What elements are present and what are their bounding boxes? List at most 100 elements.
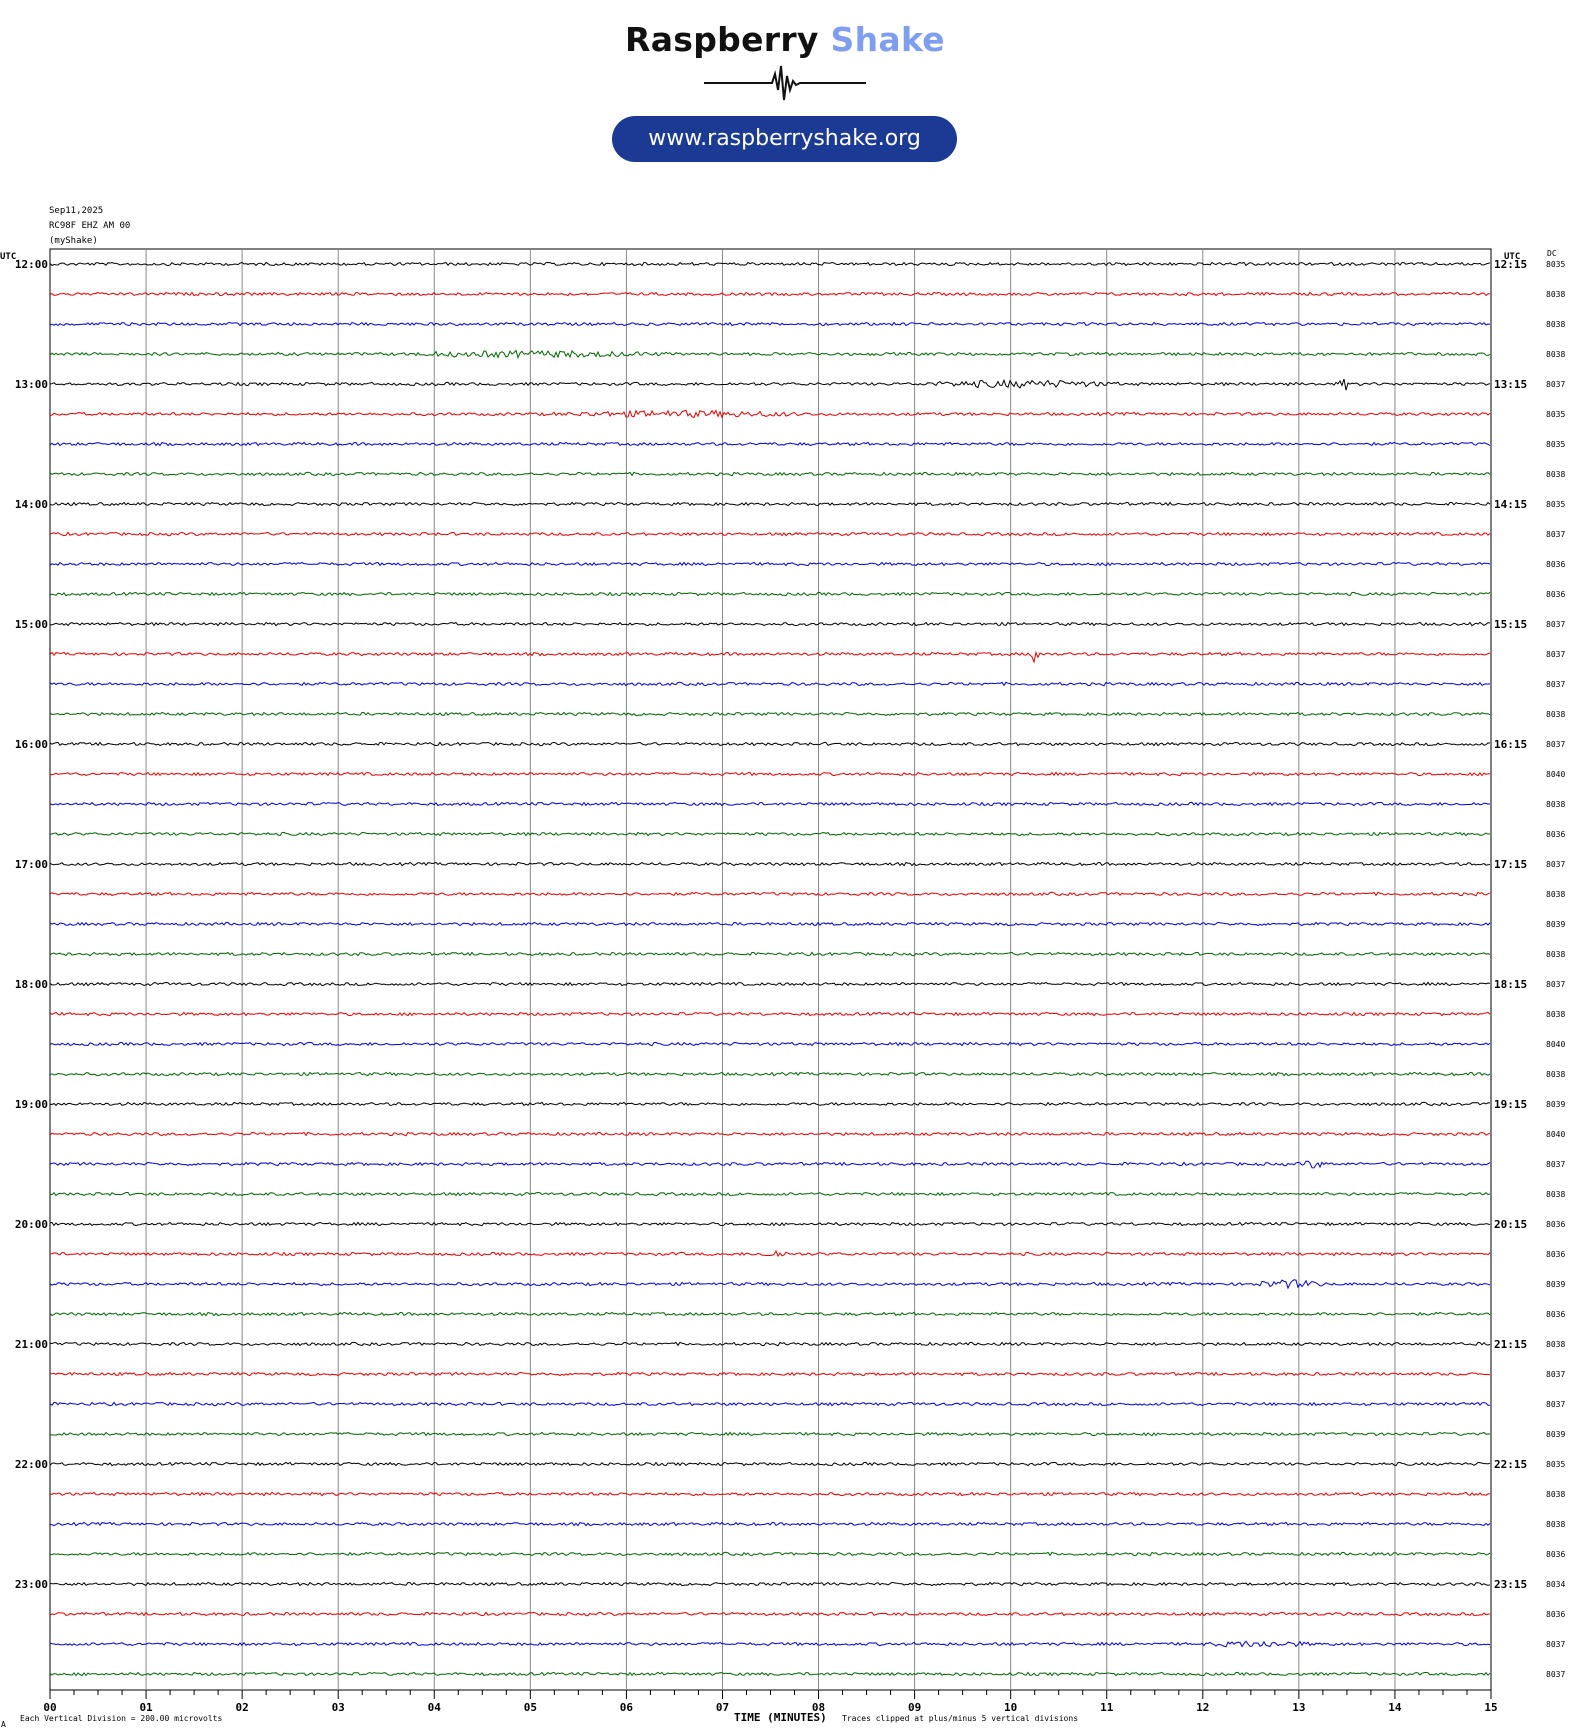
right-hour-label: 13:15 xyxy=(1494,378,1527,391)
dc-value: 8036 xyxy=(1546,1250,1565,1259)
left-hour-label: 18:00 xyxy=(15,978,48,991)
right-hour-label: 14:15 xyxy=(1494,498,1527,511)
seismogram-traces xyxy=(49,261,1491,1677)
trace-row-39 xyxy=(49,1431,1491,1437)
logo-word-raspberry: Raspberry xyxy=(625,20,819,59)
trace-row-47 xyxy=(49,1671,1491,1677)
dc-value: 8034 xyxy=(1546,1580,1565,1589)
trace-row-35 xyxy=(49,1311,1491,1317)
dc-value: 8037 xyxy=(1546,740,1565,749)
dc-value: 8035 xyxy=(1546,410,1565,419)
dc-value: 8039 xyxy=(1546,920,1565,929)
trace-row-4 xyxy=(49,378,1491,391)
dc-value: 8037 xyxy=(1546,1400,1565,1409)
dc-value: 8037 xyxy=(1546,1670,1565,1679)
trace-row-9 xyxy=(49,531,1491,537)
trace-row-10 xyxy=(49,561,1491,567)
trace-row-0 xyxy=(49,261,1491,267)
right-hour-label: 23:15 xyxy=(1494,1578,1527,1591)
trace-row-18 xyxy=(49,801,1491,807)
trace-row-15 xyxy=(49,711,1491,717)
dc-value: 8036 xyxy=(1546,830,1565,839)
dc-value: 8035 xyxy=(1546,440,1565,449)
right-hour-label: 19:15 xyxy=(1494,1098,1527,1111)
network-name: (myShake) xyxy=(49,236,98,246)
dc-value: 8039 xyxy=(1546,1100,1565,1109)
station-code: RC98F EHZ AM 00 xyxy=(49,221,130,231)
x-tick-label: 04 xyxy=(428,1701,442,1714)
dc-value: 8038 xyxy=(1546,290,1565,299)
x-tick-label: 13 xyxy=(1292,1701,1305,1714)
dc-value: 8037 xyxy=(1546,1370,1565,1379)
dc-value: 8039 xyxy=(1546,1280,1565,1289)
dc-value: 8037 xyxy=(1546,650,1565,659)
left-hour-label: 14:00 xyxy=(15,498,48,511)
dc-value: 8038 xyxy=(1546,950,1565,959)
trace-row-3 xyxy=(49,349,1491,359)
left-hour-label: 21:00 xyxy=(15,1338,48,1351)
trace-row-46 xyxy=(49,1640,1491,1648)
dc-offset-values: 8035 8038 8038 8038 8037 8035 8035 8038 8035 8037… xyxy=(1546,260,1565,1679)
dc-value: 8037 xyxy=(1546,860,1565,869)
clip-note: Traces clipped at plus/minus 5 vertical … xyxy=(842,1714,1078,1723)
plot-info: Sep11,2025 RC98F EHZ AM 00 (myShake) UTC… xyxy=(0,206,1557,262)
x-tick-label: 15 xyxy=(1484,1701,1497,1714)
dc-value: 8037 xyxy=(1546,1640,1565,1649)
x-tick-label: 14 xyxy=(1388,1701,1402,1714)
dc-value: 8036 xyxy=(1546,1550,1565,1559)
dc-value: 8039 xyxy=(1546,1430,1565,1439)
dc-value: 8036 xyxy=(1546,1220,1565,1229)
left-hour-label: 17:00 xyxy=(15,858,48,871)
x-axis: 00 01 02 03 04 05 06 07 08 09 10 11 12 13 14 15 xyxy=(43,1690,1498,1714)
corner-mark: A xyxy=(1,1720,6,1729)
right-hour-labels: 12:15 13:15 14:15 15:15 16:15 17:15 18:15 19:15… xyxy=(1494,258,1527,1591)
left-hour-label: 19:00 xyxy=(15,1098,48,1111)
trace-row-28 xyxy=(49,1101,1491,1107)
x-tick-label: 00 xyxy=(43,1701,56,1714)
dc-value: 8038 xyxy=(1546,1070,1565,1079)
trace-row-32 xyxy=(49,1221,1491,1227)
right-hour-label: 18:15 xyxy=(1494,978,1527,991)
website-link[interactable]: www.raspberryshake.org xyxy=(612,116,957,162)
dc-value: 8036 xyxy=(1546,560,1565,569)
right-hour-label: 20:15 xyxy=(1494,1218,1527,1231)
trace-row-36 xyxy=(49,1341,1491,1347)
dc-value: 8035 xyxy=(1546,1460,1565,1469)
trace-row-24 xyxy=(49,981,1491,987)
trace-row-14 xyxy=(49,681,1491,687)
time-gridlines xyxy=(145,249,1396,1690)
x-tick-label: 09 xyxy=(908,1701,921,1714)
x-tick-label: 08 xyxy=(812,1701,825,1714)
left-hour-label: 20:00 xyxy=(15,1218,48,1231)
plot-date: Sep11,2025 xyxy=(49,206,103,216)
left-utc-label: UTC xyxy=(0,252,16,262)
left-hour-label: 13:00 xyxy=(15,378,48,391)
trace-row-38 xyxy=(49,1401,1491,1407)
trace-row-20 xyxy=(49,861,1491,867)
x-tick-label: 07 xyxy=(716,1701,729,1714)
trace-row-41 xyxy=(49,1491,1491,1497)
trace-row-42 xyxy=(49,1521,1491,1527)
dc-value: 8038 xyxy=(1546,890,1565,899)
right-hour-label: 17:15 xyxy=(1494,858,1527,871)
dc-value: 8037 xyxy=(1546,680,1565,689)
dc-value: 8038 xyxy=(1546,710,1565,719)
dc-value: 8036 xyxy=(1546,1310,1565,1319)
logo-word-shake: Shake xyxy=(830,20,945,59)
left-hour-label: 22:00 xyxy=(15,1458,48,1471)
trace-row-31 xyxy=(49,1191,1491,1197)
left-hour-label: 12:00 xyxy=(15,258,48,271)
x-tick-label: 10 xyxy=(1004,1701,1017,1714)
trace-row-43 xyxy=(49,1551,1491,1557)
x-tick-label: 01 xyxy=(139,1701,153,1714)
plot-footer: A Each Vertical Division = 200.00 microv… xyxy=(1,1711,1078,1729)
right-hour-label: 16:15 xyxy=(1494,738,1527,751)
trace-row-16 xyxy=(49,741,1491,747)
plot-frame xyxy=(49,248,1492,1691)
trace-row-11 xyxy=(49,591,1491,597)
dc-value: 8038 xyxy=(1546,800,1565,809)
right-hour-label: 21:15 xyxy=(1494,1338,1527,1351)
dc-value: 8040 xyxy=(1546,1040,1565,1049)
logo-title: Raspberry Shake xyxy=(0,20,1570,59)
